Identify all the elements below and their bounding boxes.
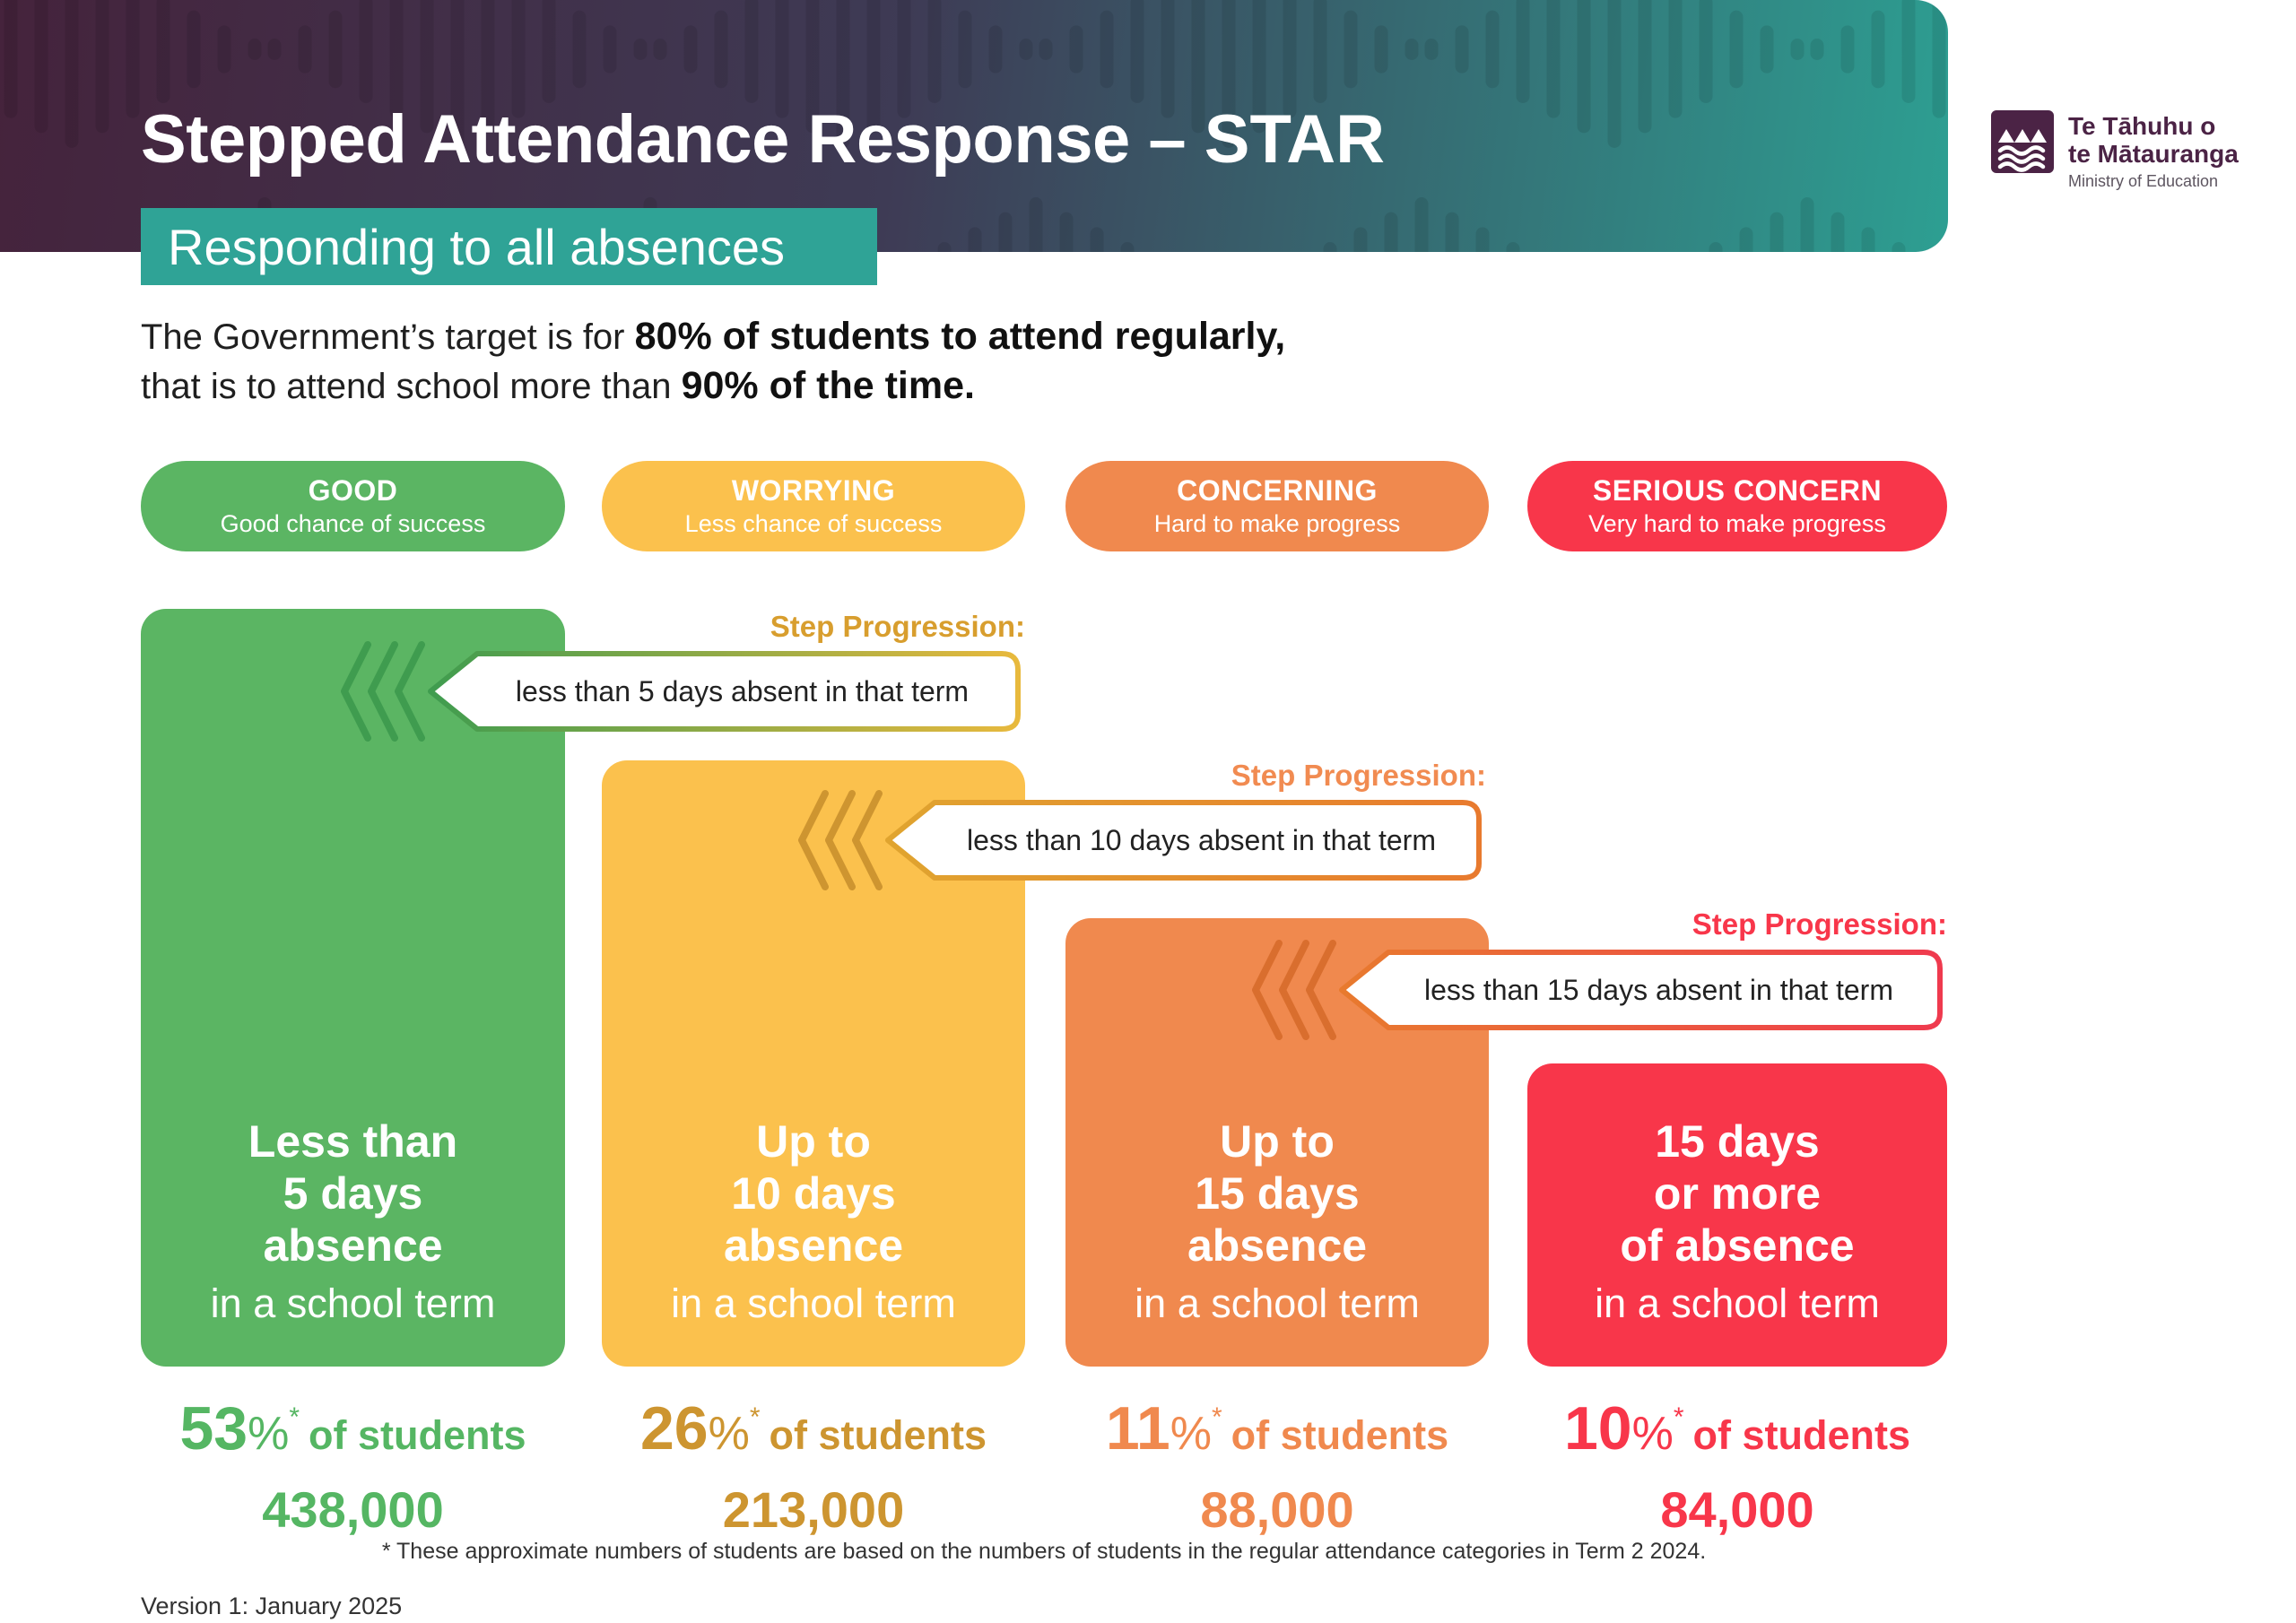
triple-chevron-icon [798,790,883,890]
column-subtitle: in a school term [1595,1280,1880,1326]
stat-count: 438,000 [262,1481,444,1538]
stat-concerning: 11%* of students 88,000 [1065,1385,1489,1539]
triple-chevron-icon [341,641,425,742]
stat-count: 213,000 [722,1481,905,1538]
step-callout-2: less than 10 days absent in that term [795,786,1486,894]
stat-worrying: 26%* of students 213,000 [602,1385,1025,1539]
logo-line-2: te Mātauranga [2068,140,2239,168]
ministry-logo-text: Te Tāhuhu o te Mātauranga Ministry of Ed… [2068,110,2239,191]
subtitle-banner-label: Responding to all absences [168,218,786,275]
column-subtitle: in a school term [1135,1280,1420,1326]
step-progression-label-3: Step Progression: [1692,907,1947,941]
step-callout-3: less than 15 days absent in that term [1248,936,1947,1044]
column-text: Less than 5 days absence in a school ter… [141,1115,565,1327]
stat-percent-line: 53%* of students [179,1394,526,1462]
intro-line-2: that is to attend school more than 90% o… [141,364,975,407]
pill-label: CONCERNING [1177,474,1378,507]
stat-count: 84,000 [1660,1481,1814,1538]
category-pill-worrying: WORRYING Less chance of success [602,461,1025,551]
step-progression-label-1: Step Progression: [770,610,1025,643]
callout-text: less than 10 days absent in that term [967,824,1436,856]
column-subtitle: in a school term [210,1280,496,1326]
column-text: Up to 10 days absence in a school term [602,1115,1025,1327]
pill-label: WORRYING [731,474,896,507]
step-progression-label-2: Step Progression: [1231,759,1486,792]
subtitle-banner: Responding to all absences [141,208,877,285]
logo-line-1: Te Tāhuhu o [2068,112,2216,140]
stat-percent-line: 11%* of students [1105,1394,1449,1462]
triple-chevron-icon [1252,940,1336,1040]
intro-text: The Government’s target is for 80% of st… [141,312,1285,411]
stat-good: 53%* of students 438,000 [141,1385,565,1539]
callout-shape [1252,940,1943,1040]
intro-line-1: The Government’s target is for 80% of st… [141,315,1286,358]
version-note: Version 1: January 2025 [141,1593,403,1619]
ministry-of-education-logo: Te Tāhuhu o te Mātauranga Ministry of Ed… [1991,110,2239,191]
column-subtitle: in a school term [671,1280,956,1326]
step-callout-1: less than 5 days absent in that term [337,638,1025,745]
column-good: Less than 5 days absence in a school ter… [141,609,565,1367]
footnote: * These approximate numbers of students … [381,1539,1707,1564]
stat-percent-line: 10%* of students [1563,1394,1911,1462]
pill-sublabel: Hard to make progress [1153,510,1401,537]
category-pill-concerning: CONCERNING Hard to make progress [1065,461,1489,551]
page-title-text: Stepped Attendance Response – [141,101,1205,178]
callout-text: less than 5 days absent in that term [515,675,970,707]
callout-shape [341,641,1021,742]
category-pill-good: GOOD Good chance of success [141,461,565,551]
pill-label: GOOD [308,474,398,507]
category-pill-serious-concern: SERIOUS CONCERN Very hard to make progre… [1527,461,1947,551]
column-text: Up to 15 days absence in a school term [1065,1115,1489,1327]
pill-sublabel: Less chance of success [684,510,943,537]
stat-serious-concern: 10%* of students 84,000 [1527,1385,1947,1539]
mountains-waves-icon [1991,110,2054,173]
pill-label: SERIOUS CONCERN [1592,474,1883,507]
callout-text: less than 15 days absent in that term [1424,974,1893,1006]
pill-sublabel: Good chance of success [220,510,486,537]
column-text: 15 days or more of absence in a school t… [1527,1115,1947,1327]
page-title-emphasis: STAR [1204,101,1386,178]
logo-line-3: Ministry of Education [2068,172,2219,190]
callout-shape [798,790,1482,890]
stat-count: 88,000 [1200,1481,1354,1538]
pill-sublabel: Very hard to make progress [1588,510,1886,537]
page-title: Stepped Attendance Response – STAR [141,106,1385,174]
stat-percent-line: 26%* of students [639,1394,987,1462]
column-serious-concern: 15 days or more of absence in a school t… [1527,1063,1947,1367]
